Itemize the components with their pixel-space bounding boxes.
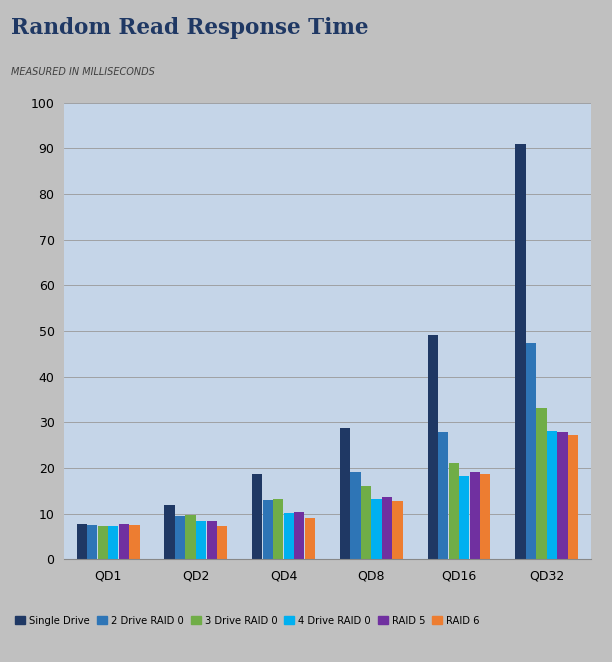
Bar (428, 335, 438, 559)
Bar (98, 526, 108, 559)
Bar (361, 487, 371, 559)
Bar (469, 472, 480, 559)
Bar (371, 499, 382, 559)
Text: MEASURED IN MILLISECONDS: MEASURED IN MILLISECONDS (11, 67, 155, 77)
Bar (536, 408, 547, 559)
Bar (165, 506, 174, 559)
Bar (351, 472, 360, 559)
Bar (449, 463, 459, 559)
Bar (252, 474, 263, 559)
Bar (129, 525, 140, 559)
Bar (175, 516, 185, 559)
Bar (294, 512, 304, 559)
Bar (196, 522, 206, 559)
Bar (568, 435, 578, 559)
Bar (206, 520, 217, 559)
Bar (382, 496, 392, 559)
Bar (515, 144, 526, 559)
Bar (480, 474, 490, 559)
Legend: Single Drive, 2 Drive RAID 0, 3 Drive RAID 0, 4 Drive RAID 0, RAID 5, RAID 6: Single Drive, 2 Drive RAID 0, 3 Drive RA… (11, 612, 484, 630)
Bar (526, 344, 536, 559)
Bar (340, 428, 350, 559)
Bar (438, 432, 449, 559)
Bar (284, 513, 294, 559)
Text: Random Read Response Time: Random Read Response Time (11, 17, 368, 39)
Bar (217, 526, 227, 559)
Bar (558, 432, 567, 559)
Bar (76, 524, 87, 559)
Bar (263, 500, 273, 559)
Bar (273, 499, 283, 559)
Bar (305, 518, 315, 559)
Bar (119, 524, 129, 559)
Bar (185, 515, 196, 559)
Bar (459, 476, 469, 559)
Bar (392, 501, 403, 559)
Bar (108, 526, 119, 559)
Bar (88, 525, 97, 559)
Bar (547, 432, 557, 559)
